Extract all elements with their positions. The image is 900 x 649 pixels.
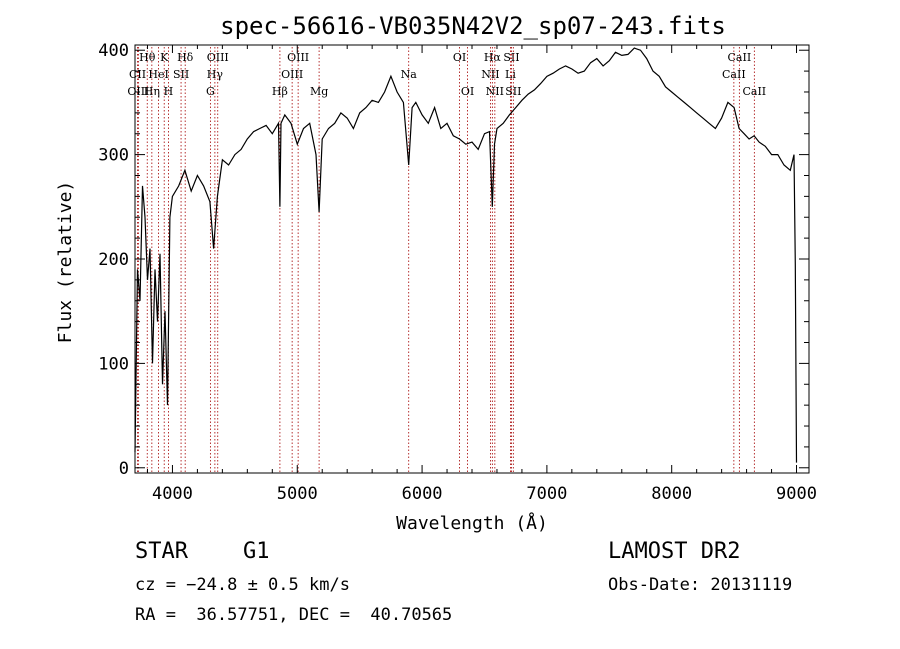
x-tick-label-0: 4000 [152, 484, 193, 504]
marker-label-0: Hθ [139, 51, 156, 64]
marker-label-12: Hβ [272, 85, 288, 98]
marker-label-8: Hδ [177, 51, 194, 64]
marker-label-6: SII [173, 68, 189, 81]
y-tick-label-1: 100 [98, 354, 129, 374]
x-tick-label-4: 8000 [651, 484, 692, 504]
y-tick-label-4: 400 [98, 41, 129, 61]
marker-label-13: OIII [281, 68, 303, 81]
y-tick-label-3: 300 [98, 146, 129, 166]
spectrum-line-0 [134, 47, 798, 463]
y-tick-label-0: 0 [119, 459, 129, 479]
marker-label-17: OI [453, 51, 466, 64]
redshift-readout: cz = −24.8 ± 0.5 km/s [135, 575, 350, 595]
chart-title: spec-56616-VB035N42V2_sp07-243.fits [220, 12, 726, 40]
marker-label-10: Hγ [207, 68, 224, 81]
marker-label-14: OIII [287, 51, 309, 64]
marker-label-7: H [164, 85, 174, 98]
spectrum-series [134, 47, 798, 463]
marker-label-20: NII [481, 68, 499, 81]
x-axis-label: Wavelength (Å) [396, 512, 548, 534]
marker-label-4: Hη [144, 85, 160, 98]
survey-name: LAMOST DR2 [608, 539, 740, 564]
y-axis: 0 100 200 300 400 [98, 41, 809, 479]
marker-label-23: Li [505, 68, 516, 81]
marker-label-27: CaII [742, 85, 766, 98]
marker-label-22: SII [503, 51, 519, 64]
plot-frame [134, 44, 810, 474]
obs-date: Obs-Date: 20131119 [608, 575, 792, 595]
marker-label-18: OI [461, 85, 474, 98]
marker-label-24: SII [505, 85, 521, 98]
x-tick-label-3: 7000 [526, 484, 567, 504]
marker-label-5: K [160, 51, 169, 64]
marker-label-11: G [206, 85, 215, 98]
marker-label-16: Na [401, 68, 418, 81]
marker-label-15: Mg [310, 85, 328, 98]
marker-label-3: HeI [148, 68, 168, 81]
x-tick-label-5: 9000 [776, 484, 817, 504]
marker-label-21: NII [486, 85, 504, 98]
marker-label-25: CaII [728, 51, 752, 64]
marker-label-19: Hα [484, 51, 502, 64]
x-axis: 4000 5000 6000 7000 8000 9000 [146, 45, 817, 504]
marker-label-9: OIII [207, 51, 229, 64]
y-tick-label-2: 200 [98, 250, 129, 270]
subclass: G1 [243, 539, 270, 564]
x-tick-label-1: 5000 [277, 484, 318, 504]
x-tick-label-2: 6000 [402, 484, 443, 504]
object-class: STAR [135, 539, 189, 564]
marker-label-1: CII [129, 68, 146, 81]
y-axis-label: Flux (relative) [55, 181, 76, 344]
marker-label-26: CaII [722, 68, 746, 81]
coordinates: RA = 36.57751, DEC = 40.70565 [135, 605, 452, 625]
